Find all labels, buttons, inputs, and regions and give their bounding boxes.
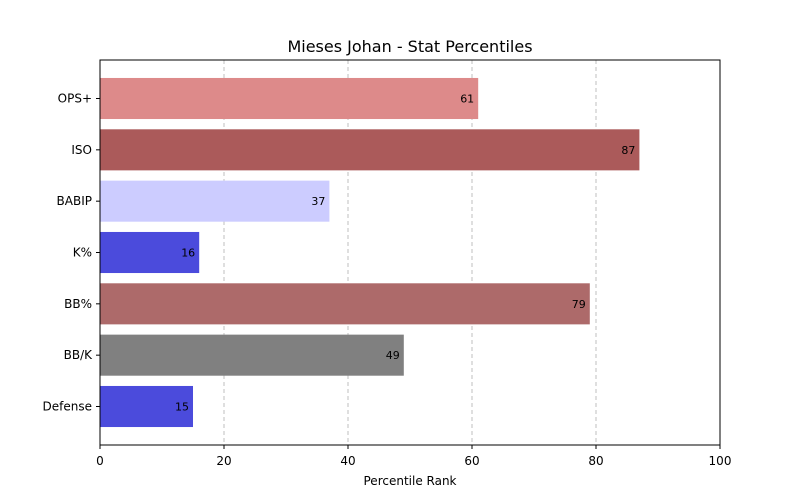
- bar: [100, 129, 640, 171]
- x-tick-label: 40: [340, 454, 355, 468]
- y-tick-label: BB%: [64, 297, 92, 311]
- chart-title: Mieses Johan - Stat Percentiles: [287, 37, 532, 56]
- y-tick-label: Defense: [43, 400, 92, 414]
- bar-value-label: 16: [181, 247, 195, 260]
- bar-value-label: 15: [175, 401, 189, 414]
- bar-value-label: 87: [621, 144, 635, 157]
- x-tick-label: 0: [96, 454, 104, 468]
- bar: [100, 283, 590, 325]
- bar: [100, 77, 479, 120]
- x-tick-label: 80: [588, 454, 603, 468]
- y-tick-label: BABIP: [57, 194, 92, 208]
- bars: 61 87 37 16 79 49 15: [100, 77, 640, 428]
- y-tick-label: BB/K: [64, 348, 94, 362]
- bar: [100, 180, 330, 222]
- x-tick-label: 60: [464, 454, 479, 468]
- x-tick-label: 100: [709, 454, 732, 468]
- bar: [100, 231, 200, 274]
- y-axis-ticks: OPS+ ISO BABIP K% BB% BB/K Defense: [43, 92, 100, 414]
- bar: [100, 385, 193, 428]
- bar-value-label: 37: [311, 195, 325, 208]
- bar-value-label: 79: [572, 298, 586, 311]
- grid-lines: [223, 60, 597, 445]
- x-axis-label: Percentile Rank: [364, 474, 457, 488]
- bar-value-label: 61: [460, 93, 474, 106]
- y-tick-label: K%: [73, 246, 92, 260]
- x-tick-label: 20: [216, 454, 231, 468]
- bar: [100, 334, 404, 376]
- y-tick-label: OPS+: [58, 92, 92, 106]
- x-axis-ticks: 0 20 40 60 80 100: [96, 445, 731, 468]
- y-tick-label: ISO: [71, 143, 92, 157]
- bar-value-label: 49: [386, 349, 400, 362]
